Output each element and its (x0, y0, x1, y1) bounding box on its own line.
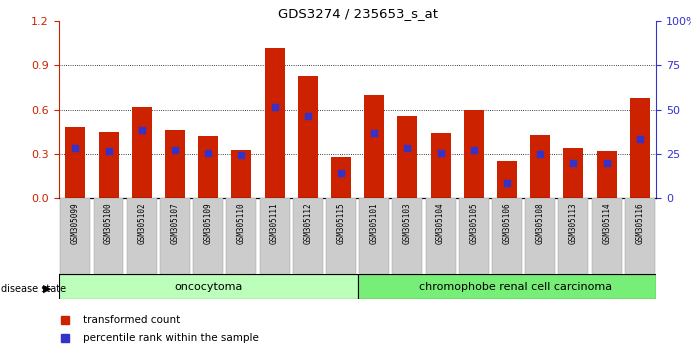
Text: GSM305103: GSM305103 (403, 202, 412, 244)
Text: oncocytoma: oncocytoma (174, 282, 243, 292)
Text: chromophobe renal cell carcinoma: chromophobe renal cell carcinoma (419, 282, 612, 292)
FancyBboxPatch shape (260, 198, 290, 274)
Bar (99, 132, 118, 198)
FancyBboxPatch shape (326, 198, 356, 274)
Bar (530, 135, 550, 198)
Bar (630, 98, 650, 198)
Bar (132, 107, 152, 198)
FancyBboxPatch shape (625, 198, 655, 274)
Text: percentile rank within the sample: percentile rank within the sample (83, 333, 258, 343)
Text: GSM305108: GSM305108 (536, 202, 545, 244)
Text: transformed count: transformed count (83, 315, 180, 325)
Text: GSM305107: GSM305107 (171, 202, 180, 244)
FancyBboxPatch shape (59, 274, 358, 299)
FancyBboxPatch shape (227, 198, 256, 274)
Text: GSM305101: GSM305101 (370, 202, 379, 244)
Title: GDS3274 / 235653_s_at: GDS3274 / 235653_s_at (278, 7, 437, 20)
Bar (397, 116, 417, 198)
FancyBboxPatch shape (591, 198, 622, 274)
Text: GSM305104: GSM305104 (436, 202, 445, 244)
Text: ▶: ▶ (44, 284, 52, 293)
FancyBboxPatch shape (93, 198, 124, 274)
Bar (596, 151, 616, 198)
FancyBboxPatch shape (160, 198, 190, 274)
Bar (66, 127, 85, 198)
Text: GSM305106: GSM305106 (502, 202, 511, 244)
FancyBboxPatch shape (60, 198, 91, 274)
FancyBboxPatch shape (127, 198, 157, 274)
Text: GSM305114: GSM305114 (602, 202, 611, 244)
Text: GSM305105: GSM305105 (469, 202, 478, 244)
FancyBboxPatch shape (492, 198, 522, 274)
Text: GSM305113: GSM305113 (569, 202, 578, 244)
FancyBboxPatch shape (293, 198, 323, 274)
FancyBboxPatch shape (392, 198, 422, 274)
Bar (464, 110, 484, 198)
Bar (265, 48, 285, 198)
FancyBboxPatch shape (525, 198, 555, 274)
FancyBboxPatch shape (558, 198, 588, 274)
Text: GSM305099: GSM305099 (71, 202, 80, 244)
Bar (331, 157, 351, 198)
Text: GSM305102: GSM305102 (138, 202, 146, 244)
FancyBboxPatch shape (426, 198, 455, 274)
Bar (563, 148, 583, 198)
Bar (497, 161, 517, 198)
Text: GSM305115: GSM305115 (337, 202, 346, 244)
FancyBboxPatch shape (459, 198, 489, 274)
Bar (198, 136, 218, 198)
Text: GSM305109: GSM305109 (204, 202, 213, 244)
Text: disease state: disease state (1, 284, 66, 293)
Bar (165, 130, 185, 198)
Text: GSM305116: GSM305116 (635, 202, 644, 244)
Bar (430, 133, 451, 198)
Text: GSM305111: GSM305111 (270, 202, 279, 244)
Text: GSM305112: GSM305112 (303, 202, 312, 244)
FancyBboxPatch shape (359, 198, 389, 274)
Bar (364, 95, 384, 198)
FancyBboxPatch shape (358, 274, 656, 299)
Text: GSM305100: GSM305100 (104, 202, 113, 244)
FancyBboxPatch shape (193, 198, 223, 274)
Bar (231, 149, 252, 198)
Text: GSM305110: GSM305110 (237, 202, 246, 244)
Bar (298, 76, 318, 198)
